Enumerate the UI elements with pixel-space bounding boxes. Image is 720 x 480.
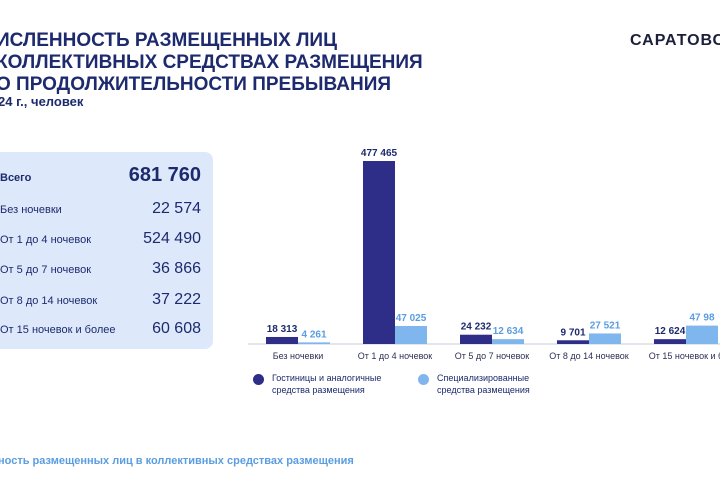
bar-value-label: 18 313: [267, 324, 298, 335]
bar: [686, 325, 718, 344]
summary-row: Без ночевки 22 574: [0, 200, 201, 218]
x-tick-label: Без ночевки: [273, 351, 324, 361]
summary-row-value: 36 866: [152, 260, 201, 277]
summary-row-label: От 15 ночевок и более: [0, 324, 116, 336]
x-tick-label: От 15 ночевок и б: [649, 351, 720, 361]
summary-panel: Всего 681 760 Без ночевки 22 574 От 1 до…: [0, 152, 213, 349]
summary-row-value: 524 490: [143, 230, 201, 247]
bar-value-label: 47 025: [396, 313, 427, 324]
title-line: О ПРОДОЛЖИТЕЛЬНОСТИ ПРЕБЫВАНИЯ: [0, 74, 392, 95]
legend-label: Гостиницы и аналогичные средства размеще…: [272, 373, 382, 395]
page-title: ИСЛЕННОСТЬ РАЗМЕЩЕННЫХ ЛИЦ КОЛЛЕКТИВНЫХ …: [0, 30, 466, 96]
bar: [460, 334, 492, 344]
summary-row-value: 60 608: [152, 320, 201, 337]
bar-value-label: 47 98: [689, 313, 714, 324]
summary-total-row: Всего 681 760: [0, 164, 201, 187]
bar-value-label: 24 232: [461, 322, 492, 333]
summary-total-value: 681 760: [128, 164, 201, 186]
legend-label: Специализированные средства размещения: [437, 373, 530, 395]
bar: [492, 339, 524, 344]
legend-item-hotels: Гостиницы и аналогичные средства размеще…: [253, 372, 392, 396]
legend-swatch: [418, 374, 429, 385]
summary-row-value: 22 574: [152, 200, 201, 217]
legend-swatch: [253, 374, 264, 385]
summary-row-label: От 5 до 7 ночевок: [0, 264, 92, 276]
bar: [654, 339, 686, 344]
footer-caption: ность размещенных лиц в коллективных сре…: [0, 455, 354, 467]
legend-item-specialized: Специализированные средства размещения: [418, 372, 557, 396]
x-tick-label: От 8 до 14 ночевок: [549, 351, 629, 361]
bar-value-label: 12 624: [655, 326, 686, 337]
summary-row-label: Без ночевки: [0, 204, 62, 216]
title-line: КОЛЛЕКТИВНЫХ СРЕДСТВАХ РАЗМЕЩЕНИЯ: [0, 52, 423, 73]
bar: [363, 161, 395, 344]
summary-row: От 1 до 4 ночевок 524 490: [0, 230, 201, 248]
bar: [298, 342, 330, 344]
bar: [395, 325, 427, 344]
bar-value-label: 12 634: [493, 326, 524, 337]
bar-value-label: 27 521: [590, 320, 621, 331]
summary-row: От 15 ночевок и более 60 608: [0, 320, 201, 338]
title-line: ИСЛЕННОСТЬ РАЗМЕЩЕННЫХ ЛИЦ: [0, 30, 337, 51]
summary-row-label: От 1 до 4 ночевок: [0, 234, 92, 246]
summary-row-label: От 8 до 14 ночевок: [0, 295, 98, 307]
summary-total-label: Всего: [0, 172, 32, 184]
bar: [589, 333, 621, 344]
summary-row: От 8 до 14 ночевок 37 222: [0, 291, 201, 309]
bar: [557, 340, 589, 344]
x-tick-label: От 5 до 7 ночевок: [455, 351, 530, 361]
x-tick-label: От 1 до 4 ночевок: [358, 351, 433, 361]
bar-value-label: 477 465: [361, 148, 398, 159]
bar: [266, 336, 298, 344]
page-subtitle: 24 г., человек: [0, 94, 84, 109]
bar-chart: 18 313 4 261 Без ночевки 477 465 47 025 От 1 …: [248, 148, 720, 361]
bar-value-label: 9 701: [560, 327, 585, 338]
summary-row: От 5 до 7 ночевок 36 866: [0, 260, 201, 278]
summary-row-value: 37 222: [152, 291, 201, 308]
brand-logo-text: САРАТОВС: [630, 32, 720, 49]
bar-value-label: 4 261: [301, 329, 326, 340]
